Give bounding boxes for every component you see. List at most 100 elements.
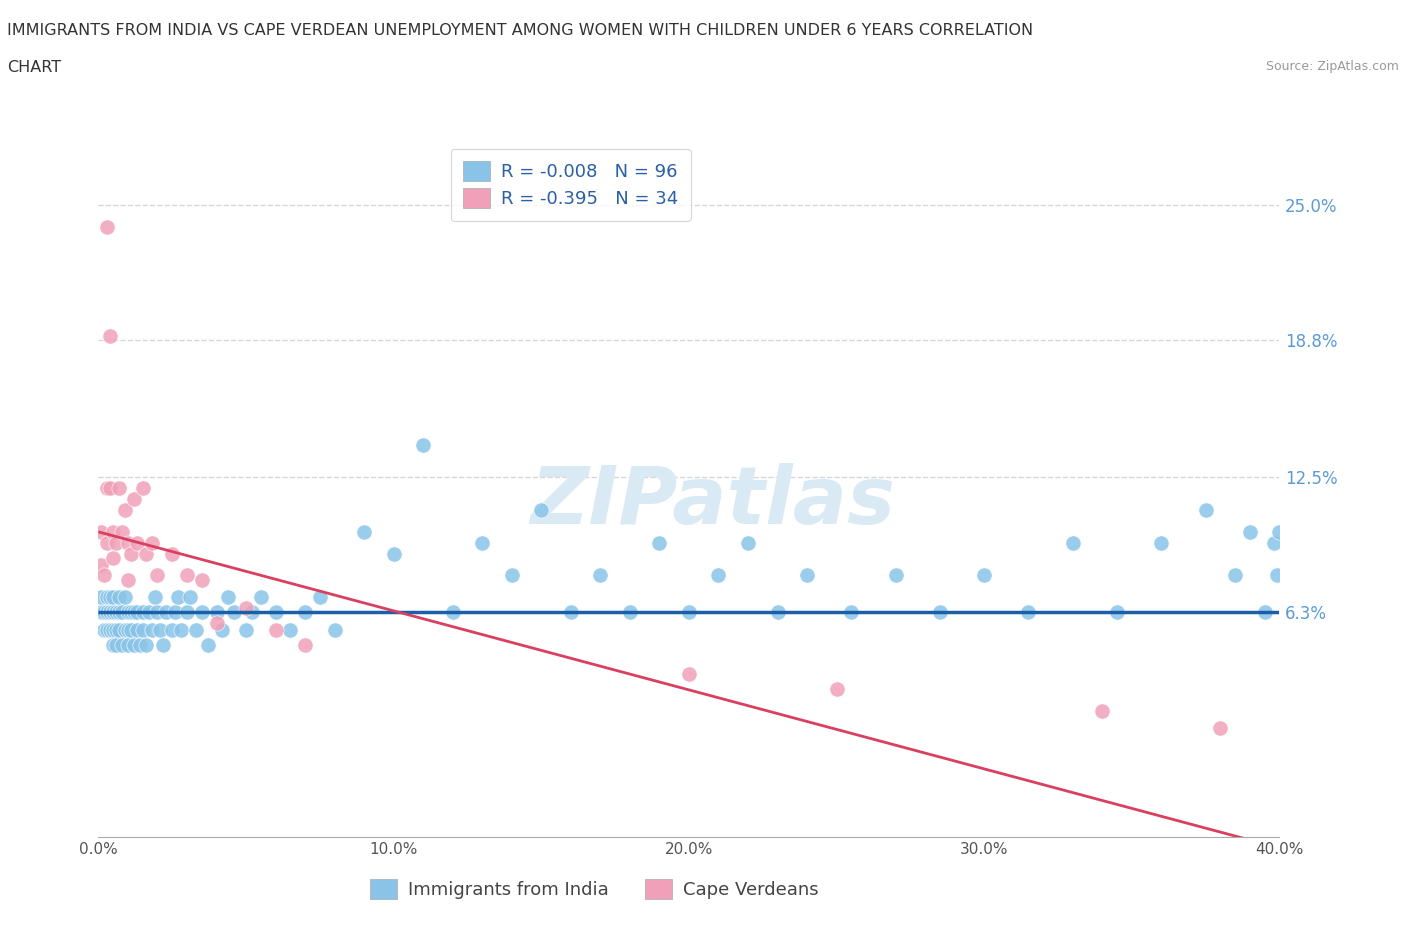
Point: [96, 590, 118, 604]
Point: [205, 605, 228, 620]
Point: [353, 525, 375, 539]
Point: [98, 328, 121, 343]
Point: [96, 605, 118, 620]
Point: [224, 605, 246, 620]
Point: [197, 638, 219, 653]
Point: [90, 605, 112, 620]
Point: [93, 622, 115, 637]
Point: [117, 536, 139, 551]
Point: [120, 546, 142, 561]
Point: [235, 622, 257, 637]
Point: [146, 605, 169, 620]
Point: [1062, 536, 1084, 551]
Point: [309, 590, 332, 604]
Point: [155, 605, 177, 620]
Point: [1265, 568, 1288, 583]
Point: [441, 605, 464, 620]
Point: [884, 568, 907, 583]
Point: [250, 590, 273, 604]
Point: [235, 601, 257, 616]
Point: [162, 546, 183, 561]
Point: [98, 481, 121, 496]
Point: [501, 568, 523, 583]
Point: [179, 590, 201, 604]
Point: [105, 638, 128, 653]
Point: [117, 572, 139, 587]
Point: [143, 590, 166, 604]
Point: [648, 536, 671, 551]
Point: [117, 605, 139, 620]
Point: [264, 605, 287, 620]
Text: Source: ZipAtlas.com: Source: ZipAtlas.com: [1265, 60, 1399, 73]
Point: [103, 622, 125, 637]
Point: [928, 605, 950, 620]
Point: [1223, 568, 1246, 583]
Point: [1263, 536, 1285, 551]
Point: [103, 551, 125, 565]
Point: [167, 590, 190, 604]
Point: [471, 536, 494, 551]
Point: [240, 605, 263, 620]
Point: [132, 481, 155, 496]
Point: [98, 590, 121, 604]
Point: [278, 622, 302, 637]
Point: [98, 605, 121, 620]
Point: [114, 502, 136, 517]
Point: [135, 546, 157, 561]
Point: [973, 568, 995, 583]
Point: [122, 492, 145, 507]
Point: [1105, 605, 1128, 620]
Point: [217, 590, 239, 604]
Point: [103, 605, 125, 620]
Point: [132, 622, 155, 637]
Point: [1150, 536, 1173, 551]
Point: [117, 638, 139, 653]
Point: [125, 622, 148, 637]
Point: [707, 568, 730, 583]
Point: [141, 622, 163, 637]
Point: [93, 568, 115, 583]
Point: [619, 605, 641, 620]
Point: [766, 605, 789, 620]
Point: [382, 546, 405, 561]
Point: [108, 605, 131, 620]
Point: [412, 437, 434, 452]
Point: [114, 590, 136, 604]
Text: ZIPatlas: ZIPatlas: [530, 463, 896, 541]
Text: IMMIGRANTS FROM INDIA VS CAPE VERDEAN UNEMPLOYMENT AMONG WOMEN WITH CHILDREN UND: IMMIGRANTS FROM INDIA VS CAPE VERDEAN UN…: [7, 23, 1033, 38]
Point: [132, 605, 155, 620]
Point: [111, 638, 134, 653]
Point: [294, 605, 316, 620]
Point: [125, 605, 148, 620]
Point: [796, 568, 818, 583]
Point: [141, 536, 163, 551]
Point: [205, 616, 228, 631]
Point: [90, 590, 112, 604]
Point: [176, 605, 198, 620]
Point: [105, 622, 128, 637]
Legend: Immigrants from India, Cape Verdeans: Immigrants from India, Cape Verdeans: [357, 867, 831, 911]
Point: [162, 622, 183, 637]
Point: [152, 638, 174, 653]
Point: [135, 638, 157, 653]
Point: [191, 605, 214, 620]
Point: [105, 605, 128, 620]
Point: [90, 557, 112, 572]
Point: [108, 590, 131, 604]
Point: [90, 525, 112, 539]
Point: [191, 572, 214, 587]
Point: [103, 525, 125, 539]
Point: [149, 622, 172, 637]
Point: [1268, 525, 1291, 539]
Point: [128, 638, 150, 653]
Text: CHART: CHART: [7, 60, 60, 75]
Point: [1209, 721, 1232, 736]
Point: [138, 605, 160, 620]
Point: [103, 638, 125, 653]
Point: [176, 568, 198, 583]
Point: [120, 605, 142, 620]
Point: [737, 536, 759, 551]
Point: [114, 622, 136, 637]
Point: [146, 568, 169, 583]
Point: [98, 622, 121, 637]
